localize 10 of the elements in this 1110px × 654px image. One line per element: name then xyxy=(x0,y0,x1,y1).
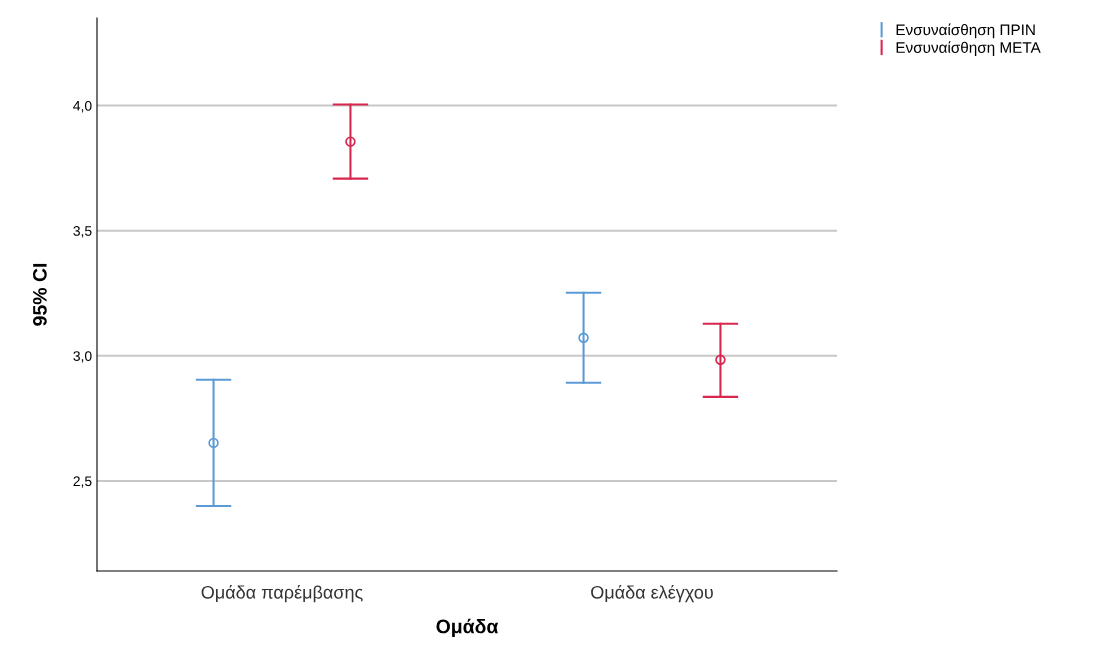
legend-label: Ενσυναίσθηση ΠΡΙΝ xyxy=(896,23,1035,39)
legend-label: Ενσυναίσθηση ΜΕΤΑ xyxy=(896,41,1041,56)
y-tick-label: 2,5 xyxy=(73,476,92,488)
x-tick-label: Ομάδα ελέγχου xyxy=(591,584,713,603)
y-tick-label: 3,5 xyxy=(73,226,92,238)
y-tick-label: 3,0 xyxy=(73,351,92,363)
y-axis-title: 95% CI xyxy=(33,263,47,326)
y-tick-label: 4,0 xyxy=(73,100,92,113)
x-axis-title: Ομάδα xyxy=(436,618,499,638)
x-tick-label: Ομάδα παρέμβασης xyxy=(201,584,363,603)
